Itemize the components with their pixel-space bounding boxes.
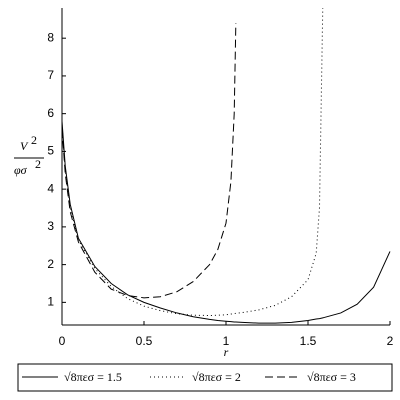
- x-tick-label: 2: [387, 334, 394, 348]
- y-label-numerator-exponent: 2: [31, 133, 37, 147]
- legend-box: [17, 363, 393, 392]
- y-tick-label: 8: [47, 30, 54, 44]
- x-tick-label: 1: [223, 334, 230, 348]
- y-label-denominator: φσ: [14, 163, 28, 177]
- y-label-denominator-exponent: 2: [35, 157, 41, 171]
- x-tick-label: 0.5: [136, 334, 153, 348]
- y-tick-label: 2: [47, 257, 54, 271]
- series-line: [61, 121, 391, 324]
- y-tick-label: 6: [47, 106, 54, 120]
- x-axis-label: r: [224, 345, 229, 359]
- y-tick-label: 7: [47, 68, 54, 82]
- series-line: [61, 23, 237, 299]
- y-label-numerator: V: [20, 139, 29, 153]
- legend-label: √8πεσ = 3: [307, 370, 356, 384]
- y-tick-label: 5: [47, 144, 54, 158]
- y-tick-label: 4: [47, 181, 54, 195]
- x-tick-label: 1.5: [300, 334, 317, 348]
- x-tick-label: 0: [59, 334, 66, 348]
- y-tick-label: 3: [47, 219, 54, 233]
- series-line: [61, 7, 324, 317]
- y-tick-label: 1: [47, 295, 54, 309]
- legend-label: √8πεσ = 2: [192, 370, 241, 384]
- legend-label: √8πεσ = 1.5: [64, 370, 122, 384]
- y-axis-label: V 2 φσ 2: [14, 133, 44, 177]
